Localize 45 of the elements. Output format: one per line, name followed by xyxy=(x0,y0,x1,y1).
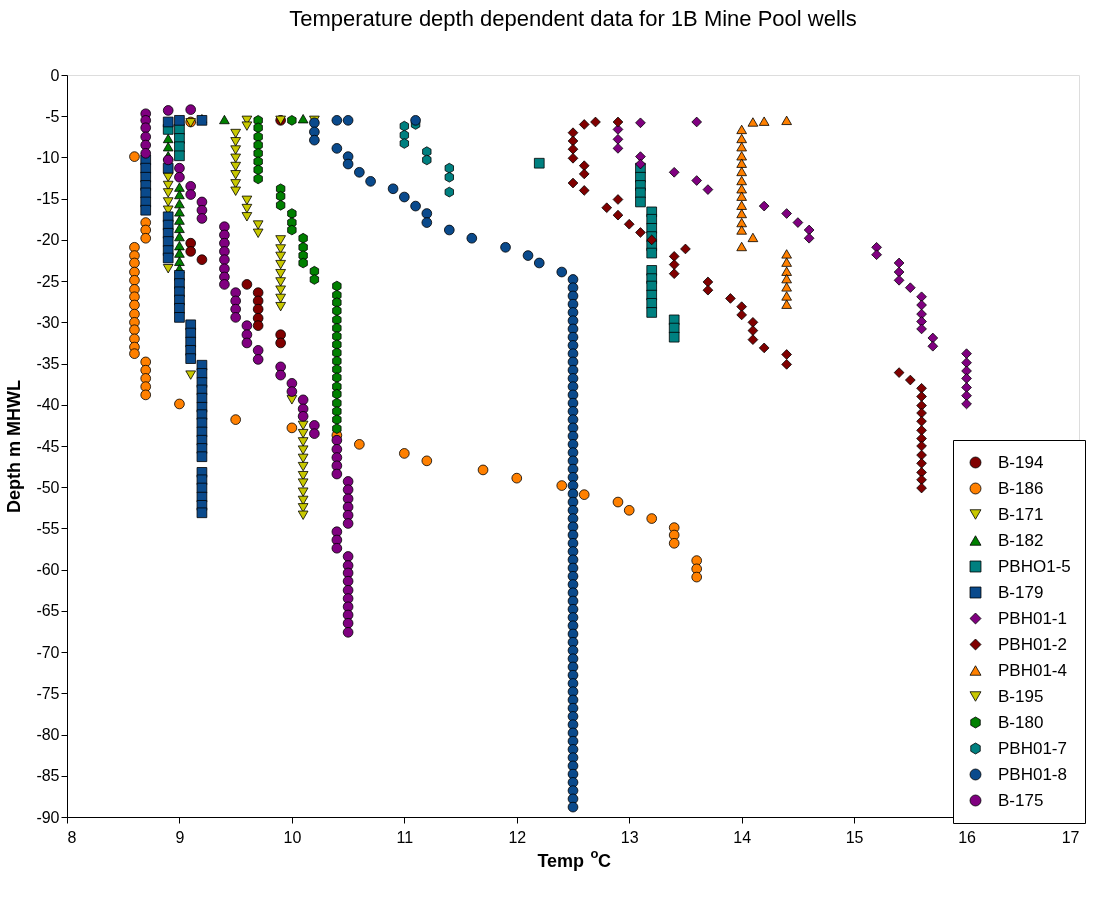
y-tick-label: -40 xyxy=(36,396,60,414)
legend-label: B-194 xyxy=(998,452,1044,472)
legend-label: B-195 xyxy=(998,686,1044,706)
x-tick-label: 12 xyxy=(508,828,527,846)
legend-label: B-179 xyxy=(998,582,1044,602)
legend-label: PBH01-4 xyxy=(998,660,1067,680)
y-tick-label: 0 xyxy=(50,66,60,84)
y-tick-label: -70 xyxy=(36,643,60,661)
x-tick-label: 8 xyxy=(67,828,77,846)
y-tick-label: -30 xyxy=(36,313,60,331)
y-tick-label: -35 xyxy=(36,355,60,373)
x-tick-label: 11 xyxy=(396,828,414,846)
y-axis-title: Depth m MHWL xyxy=(4,380,25,513)
y-tick-label: -65 xyxy=(36,602,60,620)
x-tick-label: 14 xyxy=(733,828,752,846)
legend-label: PBH01-7 xyxy=(998,738,1067,758)
x-tick-label: 10 xyxy=(283,828,302,846)
x-tick-label: 15 xyxy=(845,828,864,846)
y-tick-label: -10 xyxy=(36,148,60,166)
y-tick-label: -25 xyxy=(36,272,60,290)
y-tick-label: -45 xyxy=(36,437,60,455)
y-tick-label: -50 xyxy=(36,478,60,496)
legend-label: PBH01-2 xyxy=(998,634,1067,654)
y-tick-label: -60 xyxy=(36,561,60,579)
legend-label: B-182 xyxy=(998,530,1044,550)
legend-label: B-175 xyxy=(998,790,1044,810)
y-tick-label: -55 xyxy=(36,519,60,537)
y-tick-label: -80 xyxy=(36,726,60,744)
x-tick-label: 17 xyxy=(1061,828,1080,846)
chart-title: Temperature depth dependent data for 1B Mine Pool wells xyxy=(289,6,857,31)
y-tick-label: -90 xyxy=(36,808,60,826)
x-tick-label: 16 xyxy=(958,828,977,846)
legend-label: PBH01-8 xyxy=(998,764,1067,784)
legend-label: PBH01-1 xyxy=(998,608,1067,628)
legend-label: B-186 xyxy=(998,478,1044,498)
legend-label: B-180 xyxy=(998,712,1044,732)
y-tick-label: -15 xyxy=(36,190,60,208)
y-tick-label: -85 xyxy=(36,767,60,785)
legend-label: PBHO1-5 xyxy=(998,556,1071,576)
y-tick-label: -75 xyxy=(36,684,60,702)
y-tick-label: -20 xyxy=(36,231,60,249)
x-tick-label: 9 xyxy=(175,828,185,846)
x-tick-label: 13 xyxy=(620,828,639,846)
y-tick-label: -5 xyxy=(45,107,60,125)
legend-label: B-171 xyxy=(998,504,1044,524)
